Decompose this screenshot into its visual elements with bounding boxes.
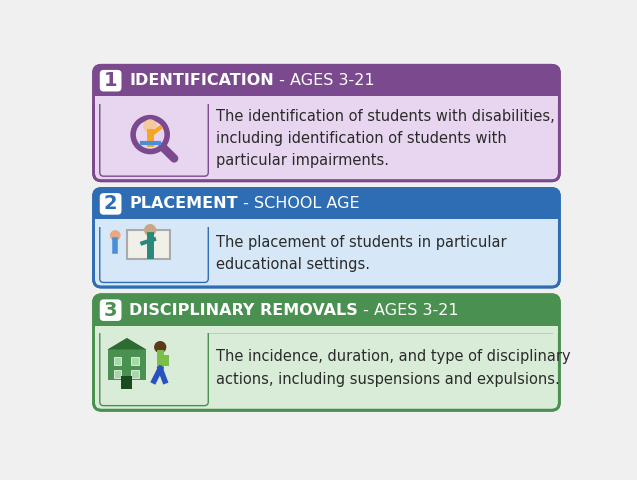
Bar [131,370,138,378]
FancyBboxPatch shape [100,224,208,282]
Circle shape [145,225,155,236]
Text: The identification of students with disabilities,
including identification of st: The identification of students with disa… [216,109,555,168]
Bar [94,219,559,227]
FancyBboxPatch shape [94,295,559,410]
FancyBboxPatch shape [94,189,559,287]
Text: IDENTIFICATION: IDENTIFICATION [129,73,274,88]
Polygon shape [108,338,147,349]
FancyBboxPatch shape [100,300,122,321]
FancyBboxPatch shape [94,65,559,104]
Bar [127,230,169,259]
Circle shape [144,120,156,132]
Text: DISCIPLINARY REMOVALS: DISCIPLINARY REMOVALS [129,303,358,318]
Bar [131,357,138,365]
FancyBboxPatch shape [100,70,122,92]
Text: - AGES 3-21: - AGES 3-21 [274,73,375,88]
Text: The placement of students in particular
educational settings.: The placement of students in particular … [216,235,506,272]
Text: 1: 1 [104,71,117,90]
Text: - SCHOOL AGE: - SCHOOL AGE [238,196,359,211]
Bar [114,357,122,365]
Text: The incidence, duration, and type of disciplinary
actions, including suspensions: The incidence, duration, and type of dis… [216,349,571,386]
Text: 2: 2 [104,194,117,214]
FancyBboxPatch shape [94,295,559,333]
Bar [94,96,559,104]
Circle shape [111,231,120,240]
Text: PLACEMENT: PLACEMENT [129,196,238,211]
FancyBboxPatch shape [100,193,122,215]
Bar [122,376,132,389]
Bar [114,370,122,378]
FancyBboxPatch shape [100,101,208,176]
FancyBboxPatch shape [100,330,208,406]
Bar [94,325,559,333]
Text: - AGES 3-21: - AGES 3-21 [358,303,459,318]
Circle shape [155,342,166,352]
FancyBboxPatch shape [94,189,559,227]
Text: 3: 3 [104,300,117,320]
Bar [162,355,169,366]
Bar [108,349,147,380]
FancyBboxPatch shape [94,65,559,181]
